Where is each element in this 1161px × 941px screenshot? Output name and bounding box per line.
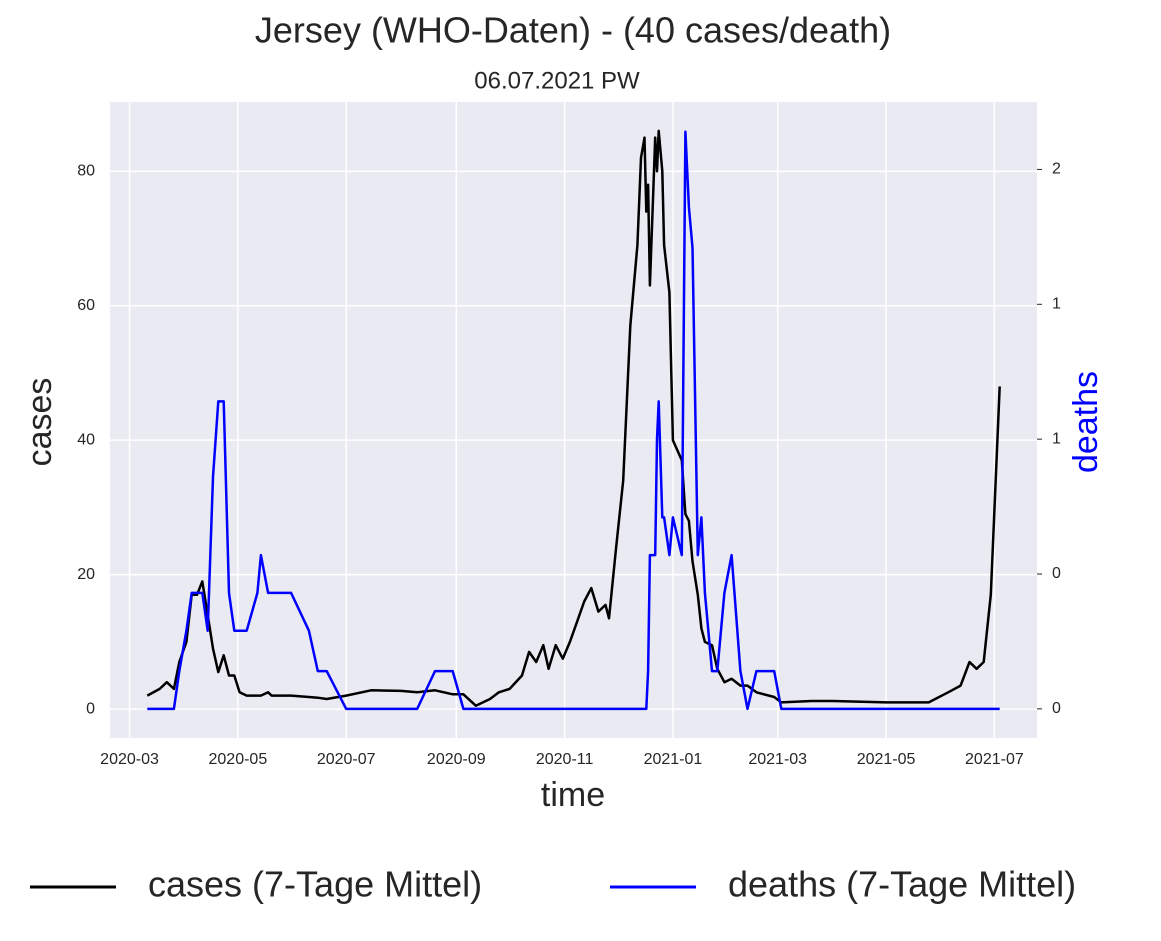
- y2-tick-label: 1: [1052, 430, 1061, 447]
- lines: [146, 129, 1001, 711]
- x-tick-label: 2020-03: [100, 751, 159, 768]
- y-tick-label: 40: [77, 431, 95, 448]
- series-line: [146, 129, 1001, 707]
- x-tick-label: 2020-05: [209, 751, 268, 768]
- chart-title: Jersey (WHO-Daten) - (40 cases/death): [255, 10, 891, 51]
- y2-tick-label: 0: [1052, 700, 1061, 717]
- y-tick-label: 20: [77, 566, 95, 583]
- y-tick-label: 0: [86, 700, 95, 717]
- chart-subtitle: 06.07.2021 PW: [474, 67, 640, 94]
- series-line: [147, 130, 1000, 711]
- x-tick-label: 2020-09: [427, 751, 486, 768]
- y2-tick-label: 0: [1052, 565, 1061, 582]
- y-tick-label: 60: [77, 297, 95, 314]
- legend-label: deaths (7-Tage Mittel): [728, 864, 1076, 905]
- y-tick-label: 80: [77, 162, 95, 179]
- x-axis-label: time: [541, 776, 605, 814]
- x-tick-label: 2021-07: [965, 751, 1024, 768]
- x-tick-label: 2021-01: [644, 751, 703, 768]
- x-tick-label: 2020-11: [536, 751, 594, 768]
- y2-axis-label: deaths: [1067, 371, 1105, 473]
- legend-label: cases (7-Tage Mittel): [148, 864, 482, 905]
- y-axis-label: cases: [21, 378, 59, 467]
- x-tick-label: 2020-07: [317, 751, 376, 768]
- x-tick-label: 2021-05: [857, 751, 916, 768]
- y2-tick-label: 2: [1052, 161, 1061, 178]
- plot-area: [110, 102, 1037, 738]
- y2-tick-label: 1: [1052, 296, 1061, 313]
- x-tick-label: 2021-03: [748, 751, 807, 768]
